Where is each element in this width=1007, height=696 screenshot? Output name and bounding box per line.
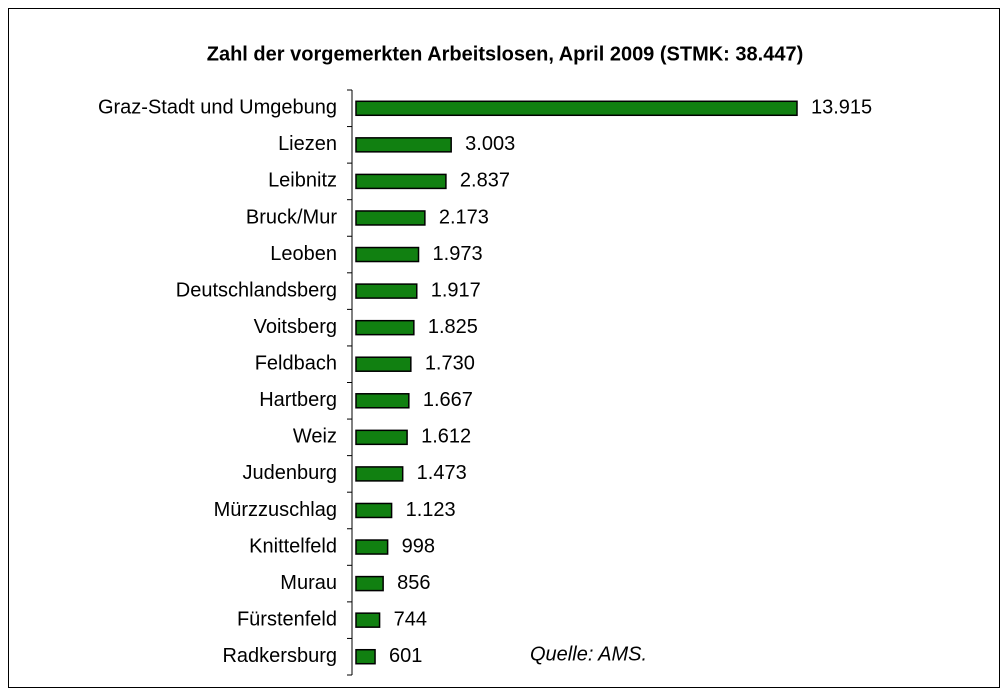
category-label: Murau (280, 572, 337, 594)
category-label: Deutschlandsberg (176, 279, 337, 301)
bar (355, 393, 410, 409)
category-label: Judenburg (242, 462, 337, 484)
bar (355, 100, 798, 117)
value-label: 2.173 (439, 206, 489, 228)
value-label: 601 (389, 645, 422, 667)
category-label: Leoben (270, 243, 337, 265)
bar (355, 356, 412, 372)
bar (355, 539, 389, 555)
category-label: Bruck/Mur (246, 206, 337, 228)
bar (355, 575, 384, 592)
value-label: 1.667 (423, 389, 473, 411)
value-label: 1.825 (428, 316, 478, 338)
bar (355, 319, 415, 336)
bar (355, 612, 381, 628)
category-label: Fürstenfeld (237, 608, 337, 630)
bar (355, 173, 447, 190)
bar (355, 502, 393, 519)
category-label: Leibnitz (268, 170, 337, 192)
chart-title: Zahl der vorgemerkten Arbeitslosen, Apri… (207, 43, 803, 65)
value-label: 1.917 (431, 279, 481, 301)
bar (355, 246, 420, 263)
value-label: 1.123 (406, 499, 456, 521)
value-label: 998 (402, 535, 435, 557)
value-label: 744 (394, 608, 427, 630)
value-label: 1.973 (433, 243, 483, 265)
chart-frame (8, 8, 1000, 688)
category-label: Mürzzuschlag (214, 499, 337, 521)
category-label: Hartberg (259, 389, 337, 411)
category-label: Feldbach (255, 353, 337, 375)
value-label: 13.915 (811, 97, 872, 119)
category-label: Weiz (293, 426, 337, 448)
bar (355, 137, 452, 153)
value-label: 856 (397, 572, 430, 594)
category-label: Voitsberg (254, 316, 337, 338)
category-label: Graz-Stadt und Umgebung (98, 97, 337, 119)
bar (355, 466, 404, 482)
value-label: 1.473 (417, 462, 467, 484)
bar (355, 648, 376, 665)
value-label: 2.837 (460, 170, 510, 192)
value-label: 1.612 (421, 426, 471, 448)
category-label: Radkersburg (222, 645, 337, 667)
value-label: 1.730 (425, 353, 475, 375)
value-label: 3.003 (465, 133, 515, 155)
bar (355, 210, 426, 226)
bar (355, 429, 408, 446)
category-label: Liezen (278, 133, 337, 155)
annotation: Quelle: AMS. (530, 643, 647, 665)
bar (355, 283, 418, 299)
category-label: Knittelfeld (249, 535, 337, 557)
